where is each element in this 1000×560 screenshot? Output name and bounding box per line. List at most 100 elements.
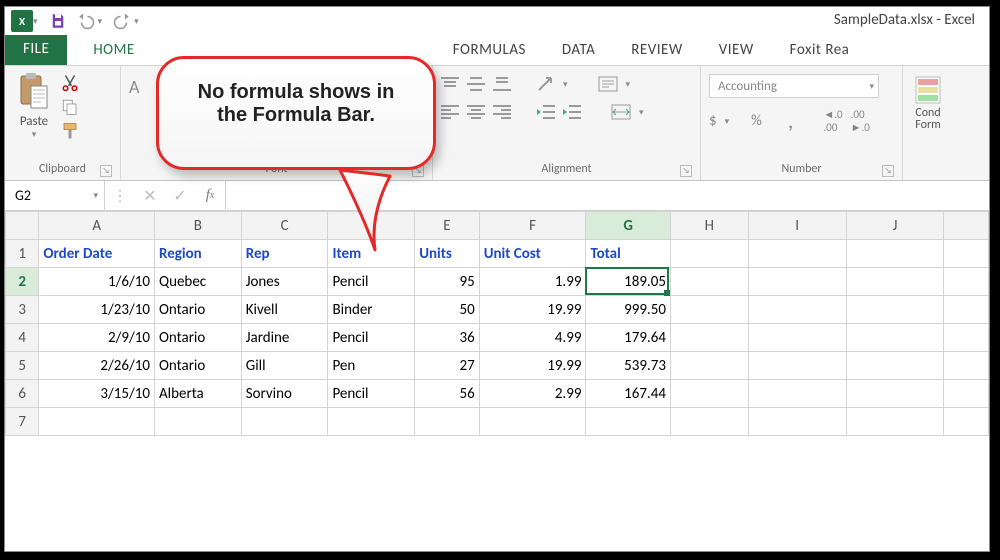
select-all-corner[interactable]	[6, 212, 39, 240]
column-header[interactable]: G	[586, 212, 671, 240]
cell[interactable]: 179.64	[586, 324, 671, 352]
cell[interactable]: 36	[415, 324, 479, 352]
increase-indent-icon[interactable]	[563, 105, 581, 119]
cell[interactable]	[846, 380, 944, 408]
number-format-combo[interactable]: Accounting ▾	[709, 74, 879, 98]
cell[interactable]: Pencil	[328, 268, 415, 296]
cell[interactable]: Ontario	[155, 352, 242, 380]
worksheet[interactable]: ABCDEFGHIJ1Order DateRegionRepItemUnitsU…	[5, 211, 989, 436]
paste-button[interactable]: Paste ▾	[13, 70, 55, 142]
cell[interactable]	[748, 380, 846, 408]
cell[interactable]	[846, 324, 944, 352]
column-header[interactable]: A	[39, 212, 155, 240]
cell[interactable]: Binder	[328, 296, 415, 324]
wrap-text-icon[interactable]	[598, 76, 618, 92]
column-header[interactable]: C	[241, 212, 328, 240]
align-top-icon[interactable]	[441, 77, 459, 91]
clipboard-dialog-launcher[interactable]: ↘	[100, 165, 112, 177]
tab-file[interactable]: FILE	[5, 33, 67, 65]
cell[interactable]: 539.73	[586, 352, 671, 380]
column-header[interactable]: H	[670, 212, 748, 240]
cell[interactable]: 2.99	[479, 380, 586, 408]
align-bottom-icon[interactable]	[493, 77, 511, 91]
cell[interactable]	[846, 268, 944, 296]
row-header[interactable]: 3	[6, 296, 39, 324]
align-left-icon[interactable]	[441, 105, 459, 119]
cell[interactable]: 27	[415, 352, 479, 380]
cell[interactable]: Ontario	[155, 324, 242, 352]
cell[interactable]: 167.44	[586, 380, 671, 408]
name-box[interactable]: G2 ▾	[5, 181, 105, 210]
cell[interactable]	[748, 296, 846, 324]
conditional-format-button[interactable]: Cond Form	[911, 74, 945, 134]
number-dialog-launcher[interactable]: ↘	[882, 165, 894, 177]
currency-icon[interactable]: $	[709, 112, 717, 130]
decrease-indent-icon[interactable]	[537, 105, 555, 119]
row-header[interactable]: 5	[6, 352, 39, 380]
redo-dropdown-icon[interactable]: ▾	[134, 16, 139, 27]
cell[interactable]: 2/9/10	[39, 324, 155, 352]
cell[interactable]: 19.99	[479, 352, 586, 380]
cell[interactable]	[670, 380, 748, 408]
undo-dropdown-icon[interactable]: ▾	[98, 16, 103, 27]
cell[interactable]	[846, 240, 944, 268]
cell[interactable]: Rep	[241, 240, 328, 268]
cell[interactable]: 1/23/10	[39, 296, 155, 324]
cell[interactable]: Quebec	[155, 268, 242, 296]
cell[interactable]: Alberta	[155, 380, 242, 408]
row-header[interactable]: 6	[6, 380, 39, 408]
row-header[interactable]: 1	[6, 240, 39, 268]
column-header[interactable]: J	[846, 212, 944, 240]
cell[interactable]: Jardine	[241, 324, 328, 352]
cell[interactable]: 999.50	[586, 296, 671, 324]
column-header[interactable]: E	[415, 212, 479, 240]
font-combo[interactable]: A	[129, 76, 139, 98]
undo-icon[interactable]	[74, 9, 98, 33]
cell[interactable]: 2/26/10	[39, 352, 155, 380]
cut-icon[interactable]	[61, 74, 79, 92]
merge-center-icon[interactable]	[611, 104, 631, 120]
cell[interactable]: Ontario	[155, 296, 242, 324]
cell[interactable]	[670, 240, 748, 268]
cell[interactable]: 189.05	[586, 268, 671, 296]
cell[interactable]: 56	[415, 380, 479, 408]
cell[interactable]: 19.99	[479, 296, 586, 324]
align-middle-icon[interactable]	[467, 77, 485, 91]
cell[interactable]: Unit Cost	[479, 240, 586, 268]
insert-function-icon[interactable]: fx	[195, 187, 225, 204]
align-right-icon[interactable]	[493, 105, 511, 119]
alignment-dialog-launcher[interactable]: ↘	[680, 165, 692, 177]
cell[interactable]: Order Date	[39, 240, 155, 268]
column-header[interactable]: F	[479, 212, 586, 240]
row-header[interactable]: 4	[6, 324, 39, 352]
cell[interactable]: 50	[415, 296, 479, 324]
cell[interactable]	[748, 352, 846, 380]
cell[interactable]: Units	[415, 240, 479, 268]
cell[interactable]: Pencil	[328, 380, 415, 408]
tab-data[interactable]: DATA	[544, 35, 613, 65]
cell[interactable]: Gill	[241, 352, 328, 380]
increase-decimal-icon[interactable]: ◄.0.00	[823, 108, 842, 134]
save-icon[interactable]	[46, 9, 70, 33]
cell[interactable]: 95	[415, 268, 479, 296]
cell[interactable]	[846, 296, 944, 324]
cell[interactable]	[670, 352, 748, 380]
column-header[interactable]: I	[748, 212, 846, 240]
cell[interactable]: Pen	[328, 352, 415, 380]
tab-view[interactable]: VIEW	[701, 35, 772, 65]
percent-icon[interactable]: %	[751, 112, 762, 130]
cell[interactable]	[670, 324, 748, 352]
cell[interactable]: 4.99	[479, 324, 586, 352]
cell[interactable]	[748, 268, 846, 296]
cell[interactable]: 1/6/10	[39, 268, 155, 296]
cell[interactable]	[670, 296, 748, 324]
tab-review[interactable]: REVIEW	[613, 35, 700, 65]
row-header[interactable]: 2	[6, 268, 39, 296]
redo-icon[interactable]	[110, 9, 134, 33]
cell[interactable]: Jones	[241, 268, 328, 296]
cancel-formula-icon[interactable]: ✕	[135, 186, 165, 206]
cell[interactable]: Kivell	[241, 296, 328, 324]
cell[interactable]: Region	[155, 240, 242, 268]
tab-home[interactable]: HOME	[75, 35, 140, 65]
tab-formulas[interactable]: FORMULAS	[435, 35, 544, 65]
